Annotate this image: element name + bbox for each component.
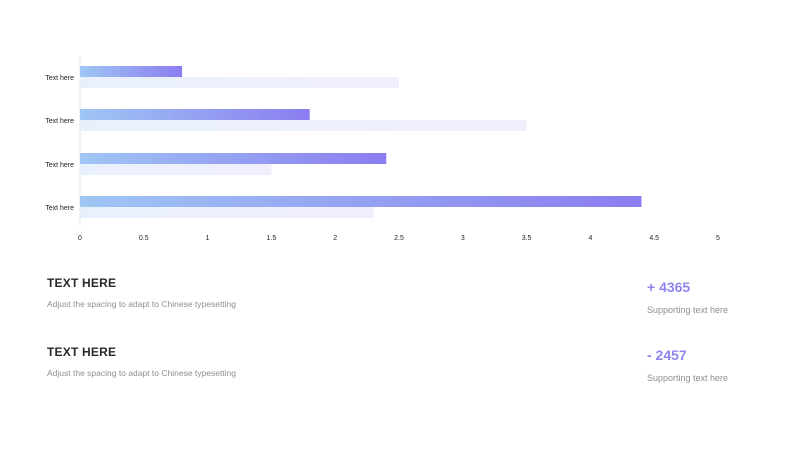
stat-block-1: + 4365 Supporting text here — [647, 279, 797, 315]
x-tick-label: 0 — [78, 235, 82, 242]
x-tick-label: 2.5 — [394, 235, 404, 242]
bar-secondary-1 — [80, 77, 399, 88]
stat-block-2: - 2457 Supporting text here — [647, 347, 797, 383]
category-label-2: Text here — [45, 118, 74, 125]
x-tick-label: 3 — [461, 235, 465, 242]
bar-primary-2 — [80, 109, 310, 120]
x-tick-label: 1.5 — [267, 235, 277, 242]
bar-secondary-4 — [80, 207, 374, 218]
bar-secondary-2 — [80, 120, 527, 131]
info-block-1: TEXT HERE Adjust the spacing to adapt to… — [47, 276, 567, 309]
stat-value: + 4365 — [647, 279, 691, 295]
bar-primary-4 — [80, 196, 642, 207]
x-tick-label: 1 — [206, 235, 210, 242]
category-label-1: Text here — [45, 75, 74, 82]
bar-primary-1 — [80, 66, 183, 77]
category-label-3: Text here — [45, 162, 74, 169]
x-tick-label: 5 — [716, 235, 720, 242]
info-heading: TEXT HERE — [47, 276, 117, 290]
bar-secondary-3 — [80, 164, 272, 175]
x-tick-label: 4 — [588, 235, 592, 242]
bar-primary-3 — [80, 153, 387, 164]
x-tick-label: 2 — [333, 235, 337, 242]
info-description: Adjust the spacing to adapt to Chinese t… — [47, 368, 237, 378]
category-label-4: Text here — [45, 205, 74, 212]
info-description: Adjust the spacing to adapt to Chinese t… — [47, 299, 237, 309]
bar-chart: Text here Text here Text here Text here 0 0.… — [45, 56, 720, 242]
stat-value: - 2457 — [647, 347, 687, 363]
stat-caption: Supporting text here — [647, 305, 729, 315]
x-tick-label: 3.5 — [522, 235, 532, 242]
stat-caption: Supporting text here — [647, 373, 729, 383]
x-tick-label: 0.5 — [139, 235, 149, 242]
info-heading: TEXT HERE — [47, 345, 117, 359]
info-block-2: TEXT HERE Adjust the spacing to adapt to… — [47, 345, 567, 378]
x-tick-label: 4.5 — [649, 235, 659, 242]
